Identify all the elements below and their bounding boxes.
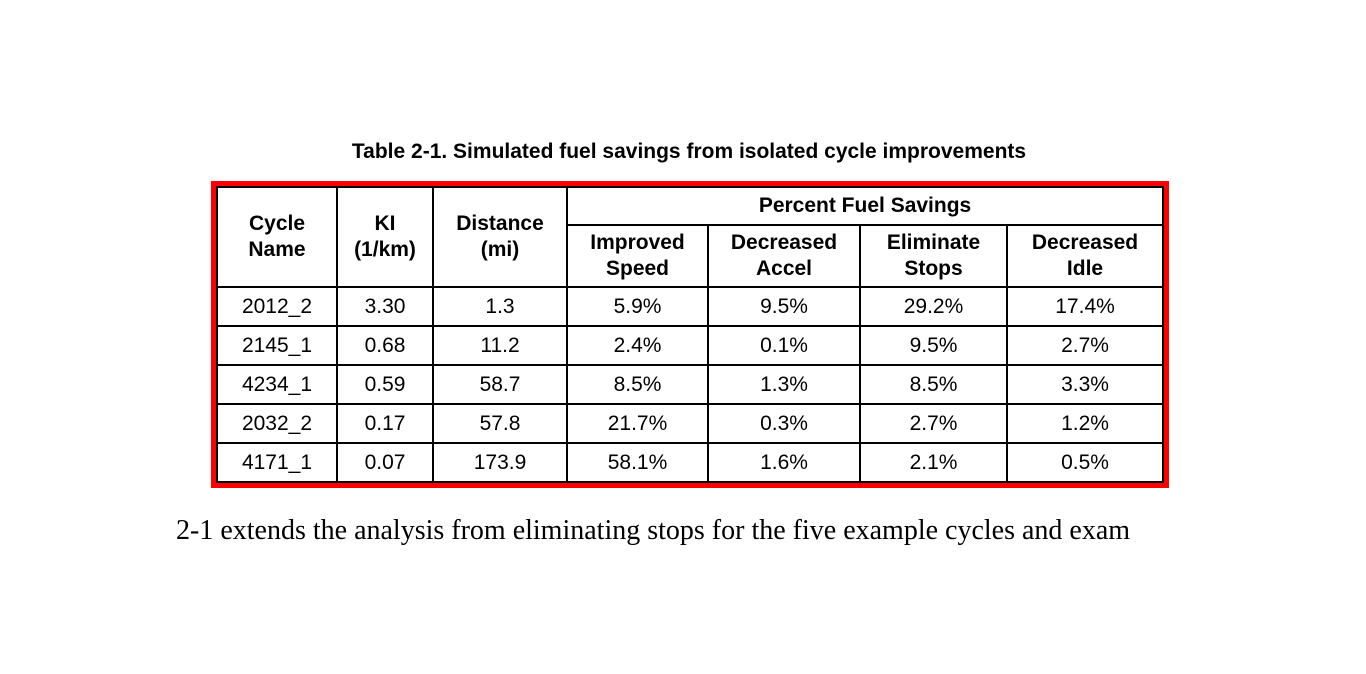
cell-distance: 58.7 xyxy=(432,364,568,405)
cell-cycle-name: 4171_1 xyxy=(216,442,338,483)
cell-improved-speed: 21.7% xyxy=(566,403,709,444)
cell-improved-speed: 5.9% xyxy=(566,286,709,327)
cell-ki: 0.68 xyxy=(336,325,434,366)
cell-distance: 1.3 xyxy=(432,286,568,327)
fuel-savings-table: Cycle Name KI (1/km) Distance (mi) Perce… xyxy=(216,186,1165,483)
cell-decreased-accel: 9.5% xyxy=(707,286,861,327)
cell-eliminate-stops: 2.7% xyxy=(859,403,1008,444)
column-header-improved-speed: Improved Speed xyxy=(566,224,709,288)
cell-distance: 173.9 xyxy=(432,442,568,483)
table-row: 4234_1 0.59 58.7 8.5% 1.3% 8.5% 3.3% xyxy=(216,364,1165,405)
table-row: 2032_2 0.17 57.8 21.7% 0.3% 2.7% 1.2% xyxy=(216,403,1165,444)
table-highlight-border: Cycle Name KI (1/km) Distance (mi) Perce… xyxy=(211,181,1170,488)
cell-decreased-accel: 0.3% xyxy=(707,403,861,444)
cell-distance: 57.8 xyxy=(432,403,568,444)
table-row: 2145_1 0.68 11.2 2.4% 0.1% 9.5% 2.7% xyxy=(216,325,1165,366)
cell-cycle-name: 4234_1 xyxy=(216,364,338,405)
cell-decreased-idle: 17.4% xyxy=(1005,286,1165,327)
column-header-ki: KI (1/km) xyxy=(336,186,434,288)
cell-decreased-idle: 3.3% xyxy=(1005,364,1165,405)
cell-ki: 0.59 xyxy=(336,364,434,405)
cell-eliminate-stops: 8.5% xyxy=(859,364,1008,405)
cell-decreased-idle: 0.5% xyxy=(1005,442,1165,483)
table-row: 4171_1 0.07 173.9 58.1% 1.6% 2.1% 0.5% xyxy=(216,442,1165,483)
cell-improved-speed: 2.4% xyxy=(566,325,709,366)
column-header-decreased-idle: Decreased Idle xyxy=(1005,224,1165,288)
cell-eliminate-stops: 29.2% xyxy=(859,286,1008,327)
group-header-percent-fuel-savings: Percent Fuel Savings xyxy=(565,186,1165,226)
body-text: 2-1 extends the analysis from eliminatin… xyxy=(176,515,1131,546)
column-header-distance: Distance (mi) xyxy=(432,186,568,288)
cell-decreased-idle: 2.7% xyxy=(1005,325,1165,366)
cell-ki: 3.30 xyxy=(336,286,434,327)
cell-cycle-name: 2032_2 xyxy=(216,403,338,444)
cell-ki: 0.17 xyxy=(336,403,434,444)
cell-decreased-accel: 0.1% xyxy=(707,325,861,366)
cell-cycle-name: 2145_1 xyxy=(216,325,338,366)
cell-improved-speed: 8.5% xyxy=(566,364,709,405)
cell-distance: 11.2 xyxy=(432,325,568,366)
cell-eliminate-stops: 2.1% xyxy=(859,442,1008,483)
cell-decreased-accel: 1.3% xyxy=(707,364,861,405)
cell-eliminate-stops: 9.5% xyxy=(859,325,1008,366)
cell-cycle-name: 2012_2 xyxy=(216,286,338,327)
table-caption: Table 2-1. Simulated fuel savings from i… xyxy=(351,140,1027,163)
cell-decreased-idle: 1.2% xyxy=(1005,403,1165,444)
cell-decreased-accel: 1.6% xyxy=(707,442,861,483)
column-header-cycle-name: Cycle Name xyxy=(216,186,338,288)
cell-ki: 0.07 xyxy=(336,442,434,483)
column-header-decreased-accel: Decreased Accel xyxy=(707,224,861,288)
column-header-eliminate-stops: Eliminate Stops xyxy=(859,224,1008,288)
cell-improved-speed: 58.1% xyxy=(566,442,709,483)
table-row: 2012_2 3.30 1.3 5.9% 9.5% 29.2% 17.4% xyxy=(216,286,1165,327)
